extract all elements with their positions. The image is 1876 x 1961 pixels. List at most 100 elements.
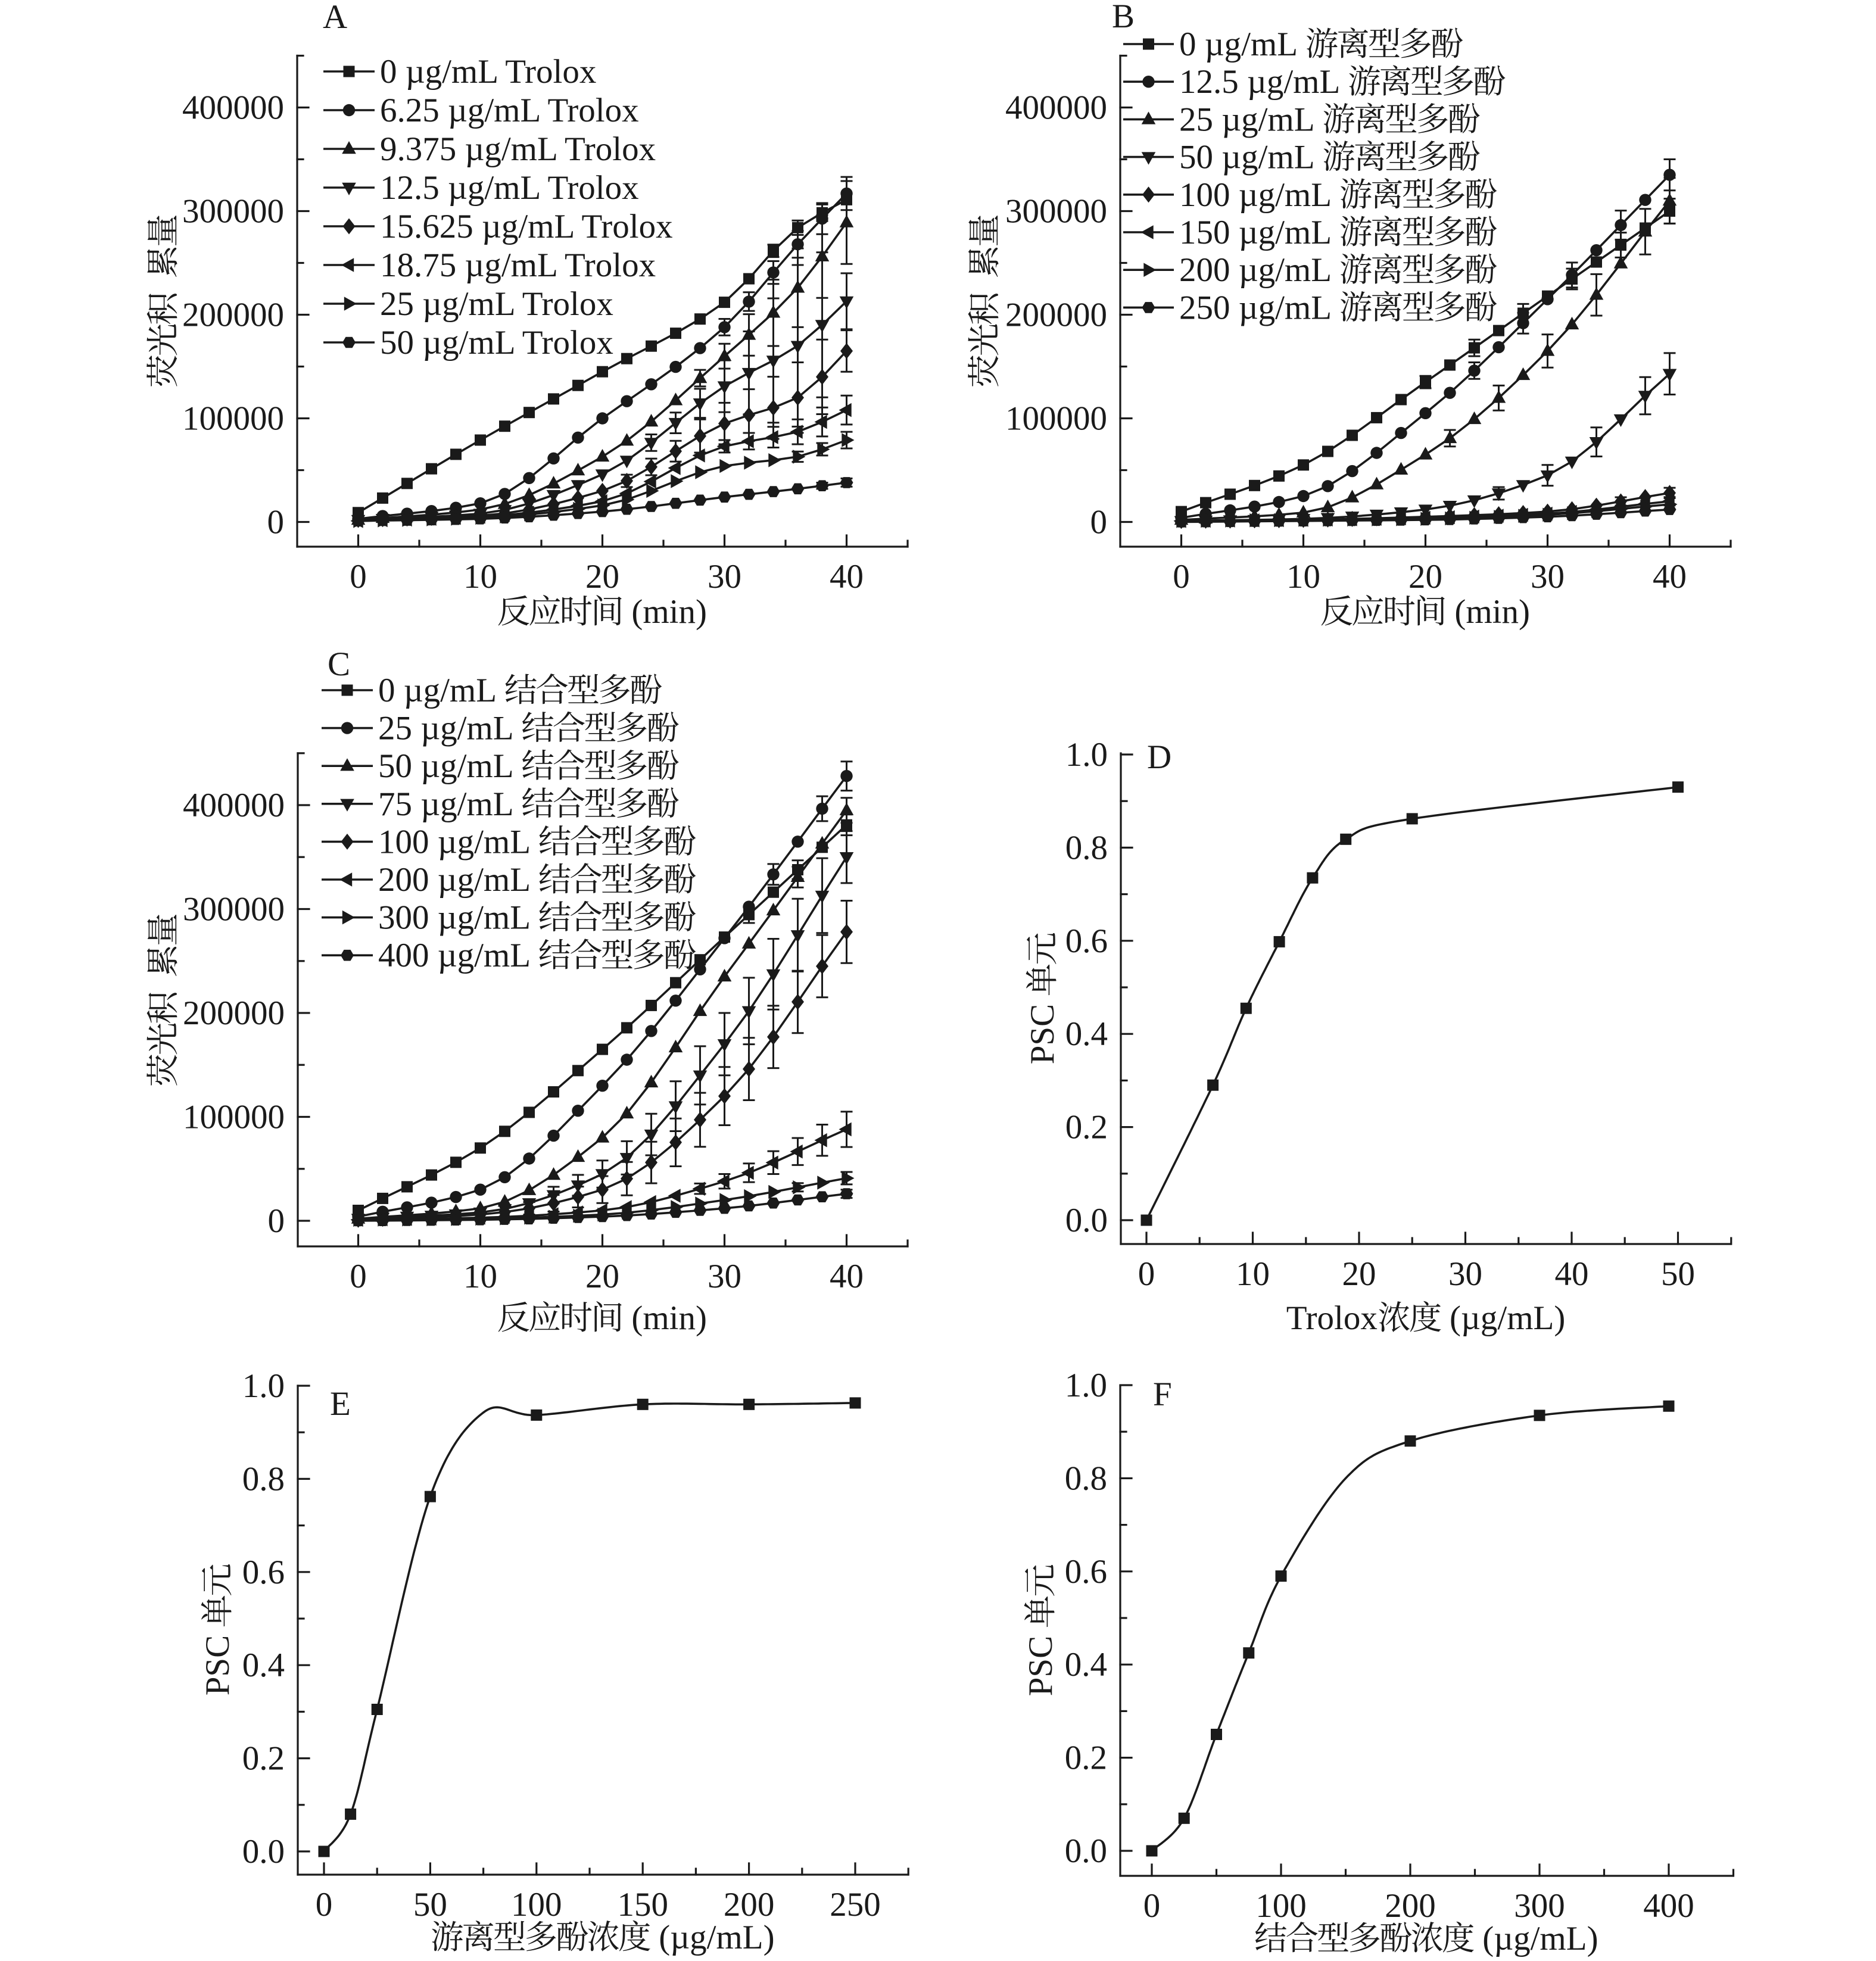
svg-text:0.0: 0.0 — [242, 1833, 285, 1870]
svg-text:0: 0 — [316, 1886, 333, 1923]
svg-text:0 µg/mL: 0 µg/mL — [1179, 26, 1305, 63]
svg-text:250 µg/mL: 250 µg/mL — [1179, 289, 1339, 326]
svg-text:1.0: 1.0 — [1065, 1367, 1107, 1404]
svg-text:PSC: PSC — [199, 1627, 236, 1696]
svg-text:300000: 300000 — [183, 891, 285, 928]
svg-text:75 µg/mL: 75 µg/mL — [378, 785, 521, 823]
svg-text:20: 20 — [1342, 1255, 1376, 1293]
svg-text:0: 0 — [350, 1258, 367, 1295]
svg-text:20: 20 — [585, 1258, 619, 1295]
svg-text:50 µg/mL Trolox: 50 µg/mL Trolox — [380, 324, 613, 361]
svg-text:1.0: 1.0 — [1065, 736, 1108, 774]
svg-text:0.2: 0.2 — [1065, 1109, 1108, 1146]
svg-text:0 µg/mL: 0 µg/mL — [378, 672, 504, 709]
svg-text:100000: 100000 — [1005, 400, 1107, 438]
svg-text:400000: 400000 — [182, 89, 284, 127]
svg-text:D: D — [1147, 738, 1171, 776]
svg-text:30: 30 — [1448, 1255, 1482, 1293]
svg-text:10: 10 — [1286, 558, 1320, 596]
svg-text:0.8: 0.8 — [1065, 1460, 1107, 1497]
svg-text:PSC: PSC — [1024, 996, 1061, 1065]
svg-text:50 µg/mL: 50 µg/mL — [1179, 139, 1322, 176]
svg-text:Trolox: Trolox — [1286, 1299, 1378, 1337]
svg-text:25 µg/mL: 25 µg/mL — [378, 710, 521, 747]
svg-text:0: 0 — [267, 504, 285, 541]
svg-text:250: 250 — [830, 1886, 881, 1923]
svg-text:100: 100 — [1255, 1887, 1307, 1925]
svg-text:50: 50 — [1661, 1255, 1695, 1293]
svg-text:(min): (min) — [1446, 593, 1530, 631]
svg-text:0.4: 0.4 — [1065, 1015, 1108, 1053]
svg-text:300: 300 — [1514, 1887, 1565, 1925]
svg-text:40: 40 — [1555, 1255, 1589, 1293]
svg-text:100: 100 — [511, 1886, 562, 1923]
svg-text:25 µg/mL Trolox: 25 µg/mL Trolox — [380, 285, 613, 323]
svg-text:40: 40 — [830, 558, 864, 596]
svg-text:50: 50 — [413, 1886, 447, 1923]
svg-text:200: 200 — [724, 1886, 775, 1923]
svg-text:0.8: 0.8 — [1065, 829, 1108, 866]
svg-text:50 µg/mL: 50 µg/mL — [378, 747, 521, 785]
svg-text:100000: 100000 — [182, 400, 284, 438]
svg-text:10: 10 — [463, 1258, 497, 1295]
svg-text:F: F — [1153, 1376, 1172, 1413]
svg-text:400 µg/mL: 400 µg/mL — [378, 937, 538, 974]
svg-text:0.4: 0.4 — [242, 1647, 285, 1684]
svg-text:200000: 200000 — [182, 297, 284, 334]
svg-text:10: 10 — [463, 558, 497, 596]
svg-text:30: 30 — [1531, 558, 1565, 596]
svg-text:0.6: 0.6 — [242, 1554, 285, 1591]
svg-text:20: 20 — [1408, 558, 1442, 596]
svg-text:0.0: 0.0 — [1065, 1832, 1107, 1870]
svg-text:(µg/mL): (µg/mL) — [1474, 1920, 1598, 1957]
svg-text:12.5 µg/mL Trolox: 12.5 µg/mL Trolox — [380, 169, 639, 207]
svg-text:100 µg/mL: 100 µg/mL — [1179, 176, 1339, 214]
svg-text:0.2: 0.2 — [242, 1740, 285, 1778]
svg-text:300 µg/mL: 300 µg/mL — [378, 899, 538, 937]
svg-text:0.6: 0.6 — [1065, 1553, 1107, 1591]
svg-text:18.75 µg/mL Trolox: 18.75 µg/mL Trolox — [380, 247, 656, 284]
svg-text:0.8: 0.8 — [242, 1460, 285, 1498]
svg-text:10: 10 — [1236, 1255, 1270, 1293]
svg-text:0.6: 0.6 — [1065, 922, 1108, 960]
svg-text:B: B — [1112, 0, 1135, 35]
svg-text:(min): (min) — [623, 593, 707, 631]
svg-text:150 µg/mL: 150 µg/mL — [1179, 214, 1339, 251]
svg-text:6.25 µg/mL Trolox: 6.25 µg/mL Trolox — [380, 92, 639, 129]
svg-text:0: 0 — [1143, 1887, 1161, 1925]
svg-text:0: 0 — [268, 1202, 285, 1240]
svg-text:30: 30 — [708, 558, 741, 596]
svg-text:E: E — [330, 1385, 351, 1423]
svg-text:(min): (min) — [623, 1299, 707, 1337]
svg-text:9.375 µg/mL Trolox: 9.375 µg/mL Trolox — [380, 130, 656, 168]
svg-text:400000: 400000 — [1005, 89, 1107, 127]
svg-text:100000: 100000 — [183, 1099, 285, 1136]
svg-text:300000: 300000 — [1005, 193, 1107, 230]
svg-text:(µg/mL): (µg/mL) — [1441, 1299, 1566, 1337]
svg-text:A: A — [323, 0, 347, 36]
svg-text:30: 30 — [708, 1258, 741, 1295]
svg-text:C: C — [328, 646, 350, 683]
svg-text:0.0: 0.0 — [1065, 1202, 1108, 1239]
svg-text:200000: 200000 — [1005, 297, 1107, 334]
svg-text:1.0: 1.0 — [242, 1367, 285, 1405]
svg-text:0: 0 — [1138, 1255, 1155, 1293]
svg-text:(µg/mL): (µg/mL) — [650, 1919, 775, 1956]
svg-text:200 µg/mL: 200 µg/mL — [1179, 251, 1339, 289]
svg-text:200000: 200000 — [183, 994, 285, 1032]
svg-text:0: 0 — [1090, 504, 1108, 541]
svg-text:0.4: 0.4 — [1065, 1646, 1107, 1683]
svg-text:300000: 300000 — [182, 193, 284, 230]
svg-text:400: 400 — [1643, 1887, 1694, 1925]
svg-text:40: 40 — [830, 1258, 864, 1295]
svg-text:25 µg/mL: 25 µg/mL — [1179, 101, 1322, 138]
svg-text:400000: 400000 — [183, 787, 285, 824]
svg-text:0: 0 — [1173, 558, 1190, 596]
svg-text:150: 150 — [617, 1886, 668, 1923]
svg-text:PSC: PSC — [1022, 1628, 1059, 1697]
svg-text:15.625 µg/mL Trolox: 15.625 µg/mL Trolox — [380, 208, 673, 245]
svg-text:200 µg/mL: 200 µg/mL — [378, 861, 538, 899]
svg-text:40: 40 — [1653, 558, 1687, 596]
svg-text:0 µg/mL Trolox: 0 µg/mL Trolox — [380, 53, 596, 91]
svg-text:12.5 µg/mL: 12.5 µg/mL — [1179, 63, 1347, 101]
